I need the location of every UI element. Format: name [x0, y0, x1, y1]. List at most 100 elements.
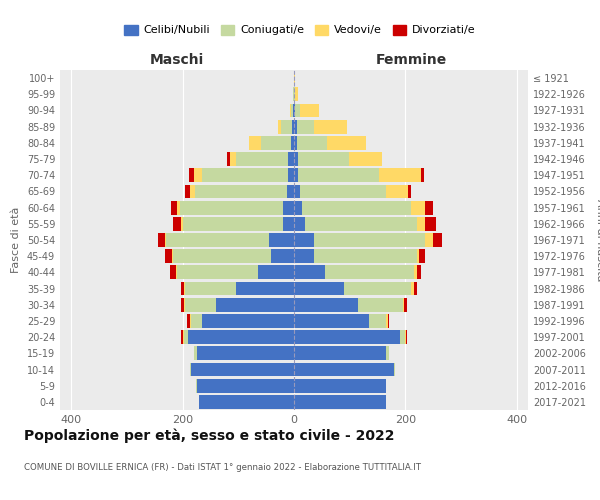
- Bar: [411, 282, 414, 296]
- Bar: [269, 233, 294, 247]
- Bar: [172, 250, 173, 263]
- Bar: [299, 184, 386, 198]
- Bar: [230, 152, 235, 166]
- Bar: [196, 184, 287, 198]
- Bar: [314, 120, 347, 134]
- Bar: [202, 314, 294, 328]
- Bar: [194, 168, 202, 182]
- Bar: [403, 298, 404, 312]
- Bar: [400, 330, 406, 344]
- Text: Popolazione per età, sesso e stato civile - 2022: Popolazione per età, sesso e stato civil…: [24, 428, 395, 443]
- Bar: [177, 266, 258, 280]
- Bar: [369, 314, 386, 328]
- Bar: [298, 168, 379, 182]
- Text: Maschi: Maschi: [150, 53, 204, 67]
- Bar: [294, 314, 369, 328]
- Bar: [325, 266, 414, 280]
- Bar: [433, 233, 442, 247]
- Bar: [294, 217, 305, 230]
- Bar: [165, 233, 166, 247]
- Bar: [328, 136, 367, 149]
- Bar: [165, 250, 172, 263]
- Bar: [291, 136, 294, 149]
- Bar: [278, 120, 281, 134]
- Bar: [202, 168, 289, 182]
- Bar: [388, 314, 389, 328]
- Bar: [294, 298, 358, 312]
- Bar: [260, 136, 291, 149]
- Bar: [258, 266, 294, 280]
- Bar: [227, 152, 230, 166]
- Bar: [158, 233, 165, 247]
- Bar: [379, 168, 421, 182]
- Bar: [404, 298, 407, 312]
- Bar: [235, 282, 294, 296]
- Bar: [283, 217, 294, 230]
- Bar: [414, 266, 416, 280]
- Bar: [187, 314, 190, 328]
- Bar: [314, 250, 416, 263]
- Bar: [386, 184, 408, 198]
- Bar: [425, 200, 433, 214]
- Bar: [172, 200, 177, 214]
- Bar: [182, 217, 283, 230]
- Bar: [185, 184, 190, 198]
- Bar: [305, 217, 416, 230]
- Legend: Celibi/Nubili, Coniugati/e, Vedovi/e, Divorziati/e: Celibi/Nubili, Coniugati/e, Vedovi/e, Di…: [120, 20, 480, 40]
- Bar: [294, 346, 386, 360]
- Bar: [421, 168, 424, 182]
- Bar: [298, 152, 349, 166]
- Bar: [283, 200, 294, 214]
- Bar: [294, 104, 295, 118]
- Bar: [408, 184, 411, 198]
- Bar: [290, 104, 293, 118]
- Bar: [191, 362, 294, 376]
- Y-axis label: Fasce di età: Fasce di età: [11, 207, 21, 273]
- Bar: [297, 136, 328, 149]
- Bar: [425, 233, 433, 247]
- Bar: [289, 168, 294, 182]
- Bar: [190, 362, 191, 376]
- Bar: [302, 200, 411, 214]
- Bar: [181, 298, 184, 312]
- Bar: [425, 217, 436, 230]
- Bar: [166, 233, 269, 247]
- Bar: [294, 200, 302, 214]
- Bar: [419, 250, 425, 263]
- Bar: [177, 200, 180, 214]
- Bar: [188, 330, 294, 344]
- Bar: [191, 314, 202, 328]
- Bar: [294, 330, 400, 344]
- Bar: [197, 346, 294, 360]
- Bar: [189, 168, 194, 182]
- Bar: [281, 120, 292, 134]
- Bar: [176, 266, 177, 280]
- Bar: [181, 282, 184, 296]
- Bar: [294, 136, 297, 149]
- Bar: [235, 152, 289, 166]
- Text: COMUNE DI BOVILLE ERNICA (FR) - Dati ISTAT 1° gennaio 2022 - Elaborazione TUTTIT: COMUNE DI BOVILLE ERNICA (FR) - Dati IST…: [24, 463, 421, 472]
- Bar: [216, 298, 294, 312]
- Bar: [294, 168, 298, 182]
- Bar: [349, 152, 382, 166]
- Bar: [386, 314, 388, 328]
- Bar: [181, 217, 182, 230]
- Bar: [344, 282, 411, 296]
- Bar: [297, 120, 314, 134]
- Bar: [185, 298, 216, 312]
- Bar: [416, 266, 421, 280]
- Bar: [294, 266, 325, 280]
- Y-axis label: Anni di nascita: Anni di nascita: [595, 198, 600, 281]
- Text: Femmine: Femmine: [376, 53, 446, 67]
- Bar: [173, 217, 181, 230]
- Bar: [271, 250, 294, 263]
- Bar: [184, 330, 188, 344]
- Bar: [294, 362, 394, 376]
- Bar: [294, 184, 299, 198]
- Bar: [294, 120, 297, 134]
- Bar: [292, 120, 294, 134]
- Bar: [358, 298, 403, 312]
- Bar: [289, 152, 294, 166]
- Bar: [314, 233, 425, 247]
- Bar: [190, 314, 191, 328]
